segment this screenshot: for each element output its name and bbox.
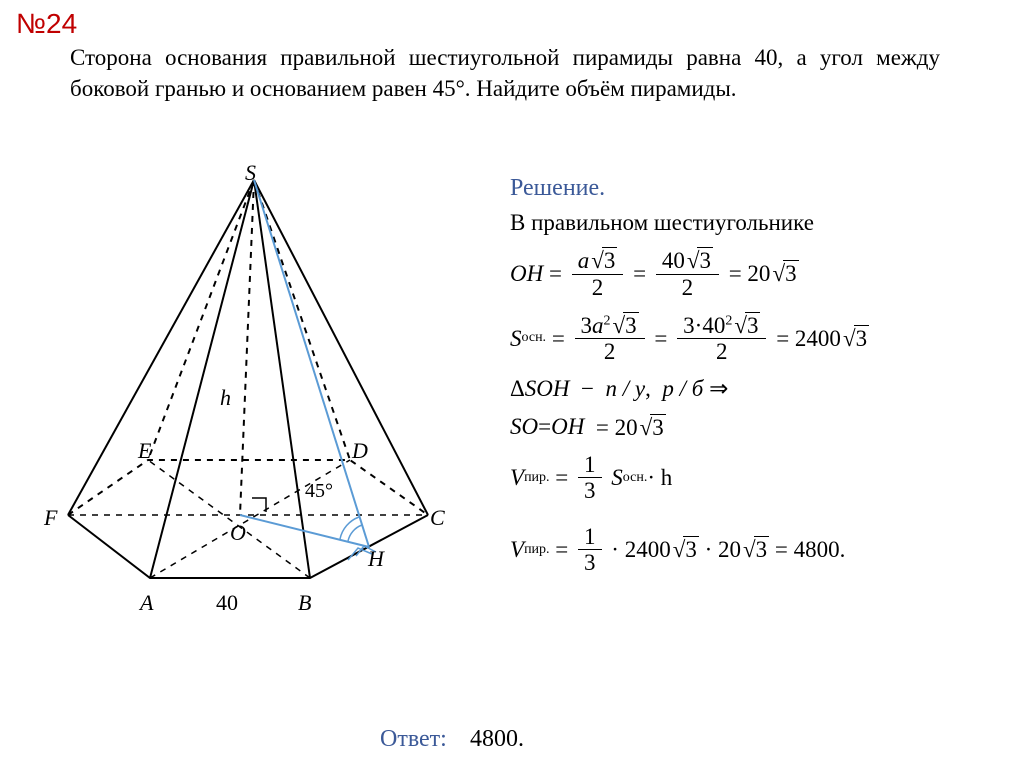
solution-body: В правильном шестиугольнике OH = a32 = 4… — [510, 210, 1000, 587]
label-S: S — [245, 160, 256, 186]
label-O: O — [230, 520, 246, 546]
solution-title: Решение. — [510, 175, 605, 202]
label-h: h — [220, 385, 231, 411]
problem-text: Сторона основания правильной шестиугольн… — [70, 42, 940, 104]
sosn-sub: осн. — [522, 330, 547, 345]
label-E: E — [138, 438, 151, 464]
vpir-sub: пир. — [524, 470, 549, 485]
vfrac-den: 3 — [578, 478, 602, 503]
line-Sosn: Sосн. = 3a232 = 3·40232 = 24003 — [510, 312, 1000, 365]
vfrac-num: 1 — [578, 452, 602, 478]
label-D: D — [352, 438, 368, 464]
line-triangle: ΔSOH − п / у, р / б ⇒ — [510, 376, 1000, 401]
answer-value: 4800. — [470, 726, 524, 753]
line-OH: OH = a32 = 4032 = 203 — [510, 247, 1000, 300]
vformula-sub: осн. — [623, 470, 648, 485]
label-A: A — [140, 590, 153, 616]
label-B: B — [298, 590, 311, 616]
label-angle45: 45° — [305, 480, 333, 503]
line-Vresult: Vпир. = 13 · 24003 · 203 = 4800. — [510, 524, 1000, 576]
problem-number: №24 — [16, 8, 77, 40]
answer-label: Ответ: — [380, 726, 447, 753]
solution-intro: В правильном шестиугольнике — [510, 210, 1000, 235]
label-F: F — [44, 505, 57, 531]
label-edge40: 40 — [216, 590, 238, 616]
line-Vformula: Vпир. = 13 Sосн. · h — [510, 452, 1000, 504]
pyramid-diagram: S A B C D E F O H h 40 45° — [30, 160, 470, 640]
line-SO: SO = OH = 203 — [510, 414, 1000, 440]
vformula-tail: · h — [647, 465, 672, 490]
vpir-sub2: пир. — [524, 542, 549, 557]
label-H: H — [368, 546, 384, 572]
oh-lhs: OH — [510, 261, 543, 286]
label-C: C — [430, 505, 445, 531]
pyramid-svg — [30, 160, 470, 640]
